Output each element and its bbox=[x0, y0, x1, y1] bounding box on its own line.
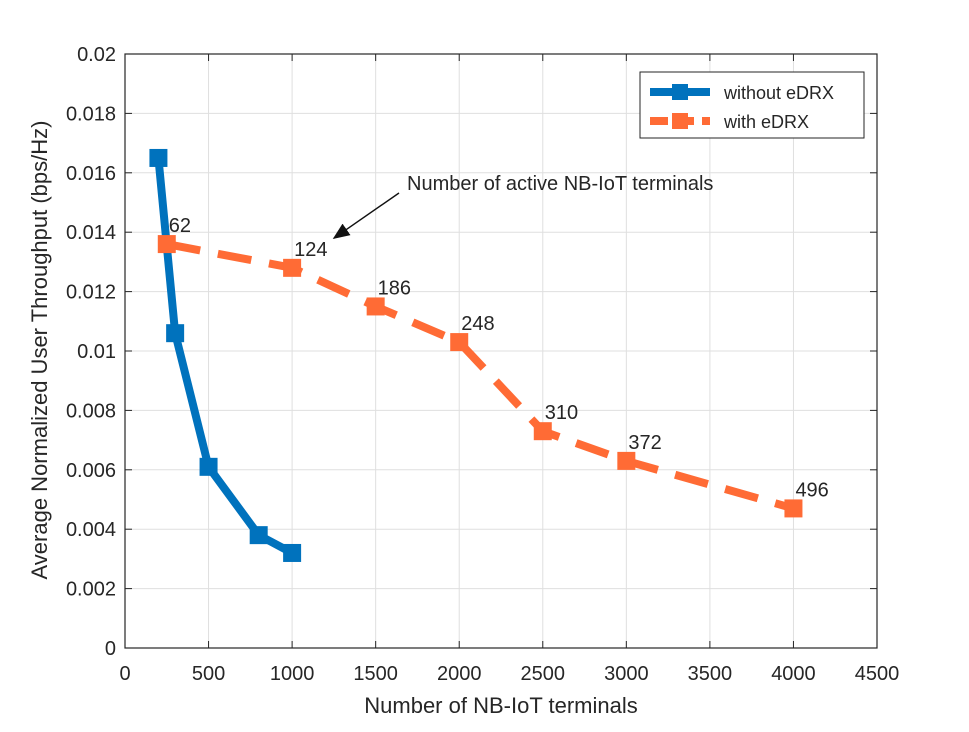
data-point-without-edrx bbox=[199, 457, 218, 476]
data-point-without-edrx bbox=[249, 526, 268, 545]
data-point-with-edrx bbox=[617, 451, 636, 470]
data-point-without-edrx bbox=[283, 543, 302, 562]
annotation-text: Number of active NB-IoT terminals bbox=[407, 173, 713, 195]
legend-label-with-edrx: with eDRX bbox=[723, 112, 809, 132]
data-point-with-edrx bbox=[784, 499, 803, 518]
legend-label-without-edrx: without eDRX bbox=[723, 83, 834, 103]
y-tick-label: 0.002 bbox=[66, 579, 116, 601]
annotation-arrow bbox=[332, 192, 400, 239]
y-tick-label: 0.006 bbox=[66, 460, 116, 482]
point-label: 496 bbox=[795, 479, 828, 501]
x-tick-label: 1500 bbox=[353, 663, 398, 685]
y-tick-label: 0.008 bbox=[66, 400, 116, 422]
axes: 0 500 1000 1500 2000 2500 3000 3500 4000 4500 0 0.0… bbox=[66, 44, 899, 685]
point-label: 310 bbox=[545, 402, 578, 424]
legend-marker-without-edrx bbox=[672, 84, 688, 100]
annotation-layer: Number of active NB-IoT terminals bbox=[332, 173, 713, 239]
point-label: 248 bbox=[461, 313, 494, 335]
y-tick-label: 0 bbox=[105, 638, 116, 660]
y-tick-label: 0.016 bbox=[66, 163, 116, 185]
point-label: 62 bbox=[169, 215, 191, 237]
point-label: 124 bbox=[294, 239, 327, 261]
y-tick-label: 0.014 bbox=[66, 222, 116, 244]
y-tick-label: 0.02 bbox=[77, 44, 116, 66]
x-axis-label: Number of NB-IoT terminals bbox=[364, 693, 637, 718]
legend: without eDRX with eDRX bbox=[639, 71, 865, 139]
point-label-layer: 62 124 186 248 310 372 496 bbox=[169, 215, 829, 501]
x-tick-label: 1000 bbox=[270, 663, 315, 685]
y-tick-label: 0.004 bbox=[66, 519, 116, 541]
marker-layer bbox=[149, 148, 803, 562]
x-tick-label: 2500 bbox=[521, 663, 566, 685]
data-point-without-edrx bbox=[166, 324, 185, 343]
data-point-with-edrx bbox=[533, 422, 552, 441]
x-tick-label: 4500 bbox=[855, 663, 900, 685]
point-label: 186 bbox=[378, 277, 411, 299]
y-tick-label: 0.012 bbox=[66, 282, 116, 304]
data-point-with-edrx bbox=[366, 297, 385, 316]
data-point-without-edrx bbox=[149, 148, 168, 167]
data-point-with-edrx bbox=[157, 235, 176, 254]
x-tick-label: 3000 bbox=[604, 663, 649, 685]
y-axis-label: Average Normalized User Throughput (bps/… bbox=[27, 121, 52, 580]
x-tick-label: 2000 bbox=[437, 663, 482, 685]
y-tick-label: 0.018 bbox=[66, 103, 116, 125]
x-tick-label: 3500 bbox=[688, 663, 733, 685]
legend-marker-with-edrx bbox=[672, 113, 688, 129]
x-tick-label: 500 bbox=[192, 663, 225, 685]
point-label: 372 bbox=[628, 432, 661, 454]
x-tick-label: 4000 bbox=[771, 663, 816, 685]
data-point-with-edrx bbox=[450, 333, 469, 352]
x-tick-label: 0 bbox=[119, 663, 130, 685]
y-tick-label: 0.01 bbox=[77, 341, 116, 363]
data-point-with-edrx bbox=[283, 258, 302, 277]
